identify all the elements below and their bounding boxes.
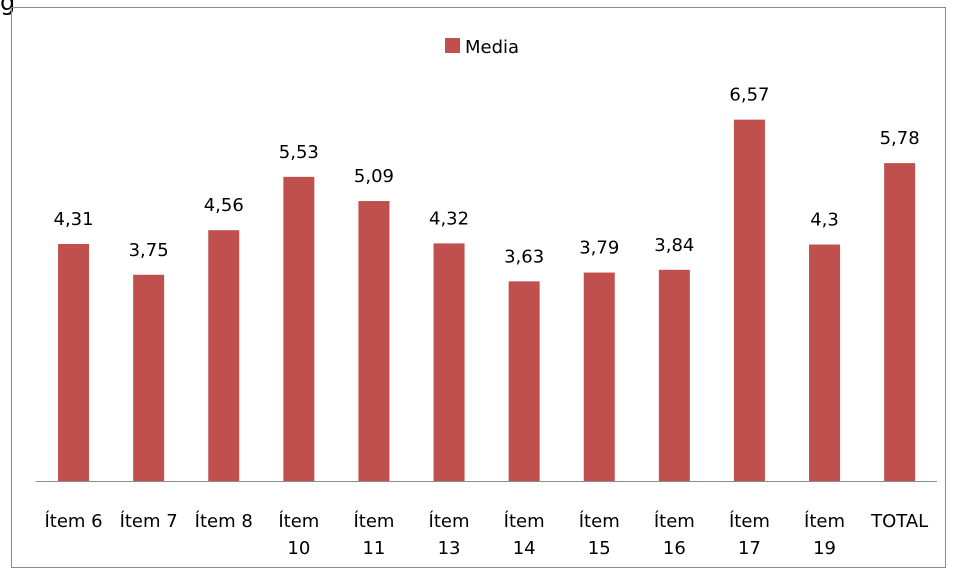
data-label: 3,84 [654,235,694,256]
x-tick-label: Ítem 15 [579,510,620,559]
bar [884,163,916,481]
bar [58,243,90,481]
x-tick-label: Ítem 16 [654,510,695,559]
bar [809,244,841,481]
x-tick-label: Ítem 6 [44,510,102,532]
bar [208,230,240,481]
x-tick-label: Ítem 11 [353,510,394,559]
data-label: 3,63 [504,246,544,267]
data-label: 4,32 [429,208,469,229]
bar [733,119,765,482]
x-tick-label: Ítem 10 [278,510,319,559]
data-label: 5,09 [354,166,394,187]
x-tick-label: Ítem 13 [429,510,470,559]
x-tick-label: Ítem 8 [195,510,253,532]
x-tick-label: TOTAL [870,511,928,532]
x-tick-label: Ítem 14 [504,510,545,559]
bar [133,274,165,481]
legend-label: Media [465,37,519,58]
x-tick-label: Ítem 17 [729,510,770,559]
bar [508,281,540,481]
data-label: 4,31 [54,209,94,230]
legend-swatch [445,38,460,53]
x-tick-label: Ítem 7 [120,510,178,532]
bar [358,201,390,482]
data-label: 3,79 [579,238,619,259]
data-label: 6,57 [729,85,769,106]
bar [433,243,465,481]
data-label: 4,56 [204,195,244,216]
bar [283,176,315,481]
chart-frame [11,7,946,568]
bar [658,269,690,481]
bar [583,272,615,481]
data-label: 5,53 [279,142,319,163]
data-label: 5,78 [880,128,920,149]
x-tick-label: Ítem 19 [804,510,845,559]
data-label: 4,3 [810,210,839,231]
data-label: 3,75 [129,240,169,261]
